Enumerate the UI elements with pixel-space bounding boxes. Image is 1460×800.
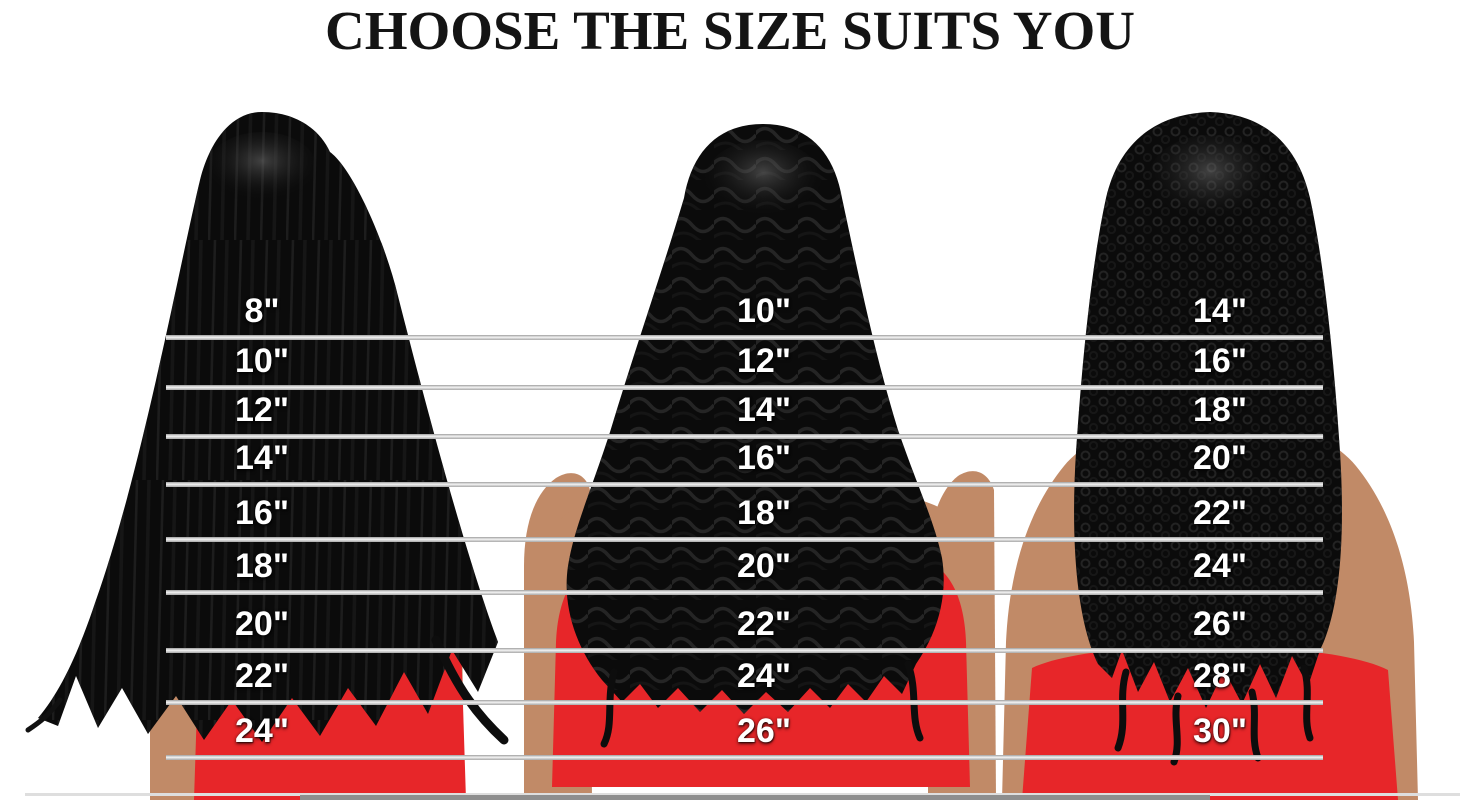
size-label: 16" <box>235 494 289 532</box>
body-wave-hair-figure <box>524 124 996 800</box>
size-label: 24" <box>1193 547 1247 585</box>
measurement-line <box>166 335 1323 340</box>
size-label: 8" <box>244 292 280 330</box>
hair-strand <box>1114 668 1130 752</box>
size-label: 24" <box>235 712 289 750</box>
hair-shine <box>1148 135 1272 225</box>
measurement-line <box>166 537 1323 542</box>
size-label: 10" <box>737 292 791 330</box>
size-label: 24" <box>737 657 791 695</box>
measurement-line <box>166 434 1323 439</box>
hair-shine <box>207 132 317 204</box>
measurement-line <box>166 755 1323 760</box>
size-label: 12" <box>235 391 289 429</box>
size-label: 14" <box>235 439 289 477</box>
size-label: 18" <box>1193 391 1247 429</box>
size-label: 18" <box>737 494 791 532</box>
hair-strand <box>431 635 509 745</box>
measurement-line <box>166 482 1323 487</box>
hair-strand <box>1248 688 1262 762</box>
size-label: 20" <box>1193 439 1247 477</box>
hair-strand <box>1170 692 1182 766</box>
measurement-line <box>166 590 1323 595</box>
size-label: 28" <box>1193 657 1247 695</box>
size-label: 30" <box>1193 712 1247 750</box>
size-label: 26" <box>1193 605 1247 643</box>
hair-strand <box>600 668 618 748</box>
hair-texture <box>38 112 498 742</box>
measurement-line <box>166 648 1323 653</box>
size-label: 20" <box>737 547 791 585</box>
size-label: 14" <box>1193 292 1247 330</box>
size-label: 22" <box>235 657 289 695</box>
straight-hair-figure <box>25 112 509 800</box>
size-label: 18" <box>235 547 289 585</box>
size-label: 26" <box>737 712 791 750</box>
size-label: 16" <box>1193 342 1247 380</box>
measurement-line <box>166 700 1323 705</box>
hair-shine <box>705 140 821 220</box>
size-label: 22" <box>1193 494 1247 532</box>
hair-strand <box>25 697 63 733</box>
hair-texture <box>566 124 944 714</box>
size-label: 14" <box>737 391 791 429</box>
hair-texture <box>1074 112 1342 708</box>
size-label: 16" <box>737 439 791 477</box>
curly-hair-figure <box>1002 112 1418 800</box>
bottom-divider-dark <box>300 795 1210 800</box>
size-label: 22" <box>737 605 791 643</box>
bottom-divider-light <box>25 793 1460 796</box>
size-label: 20" <box>235 605 289 643</box>
page-title: CHOOSE THE SIZE SUITS YOU <box>324 0 1135 61</box>
size-label: 12" <box>737 342 791 380</box>
measurement-line <box>166 385 1323 390</box>
size-label: 10" <box>235 342 289 380</box>
